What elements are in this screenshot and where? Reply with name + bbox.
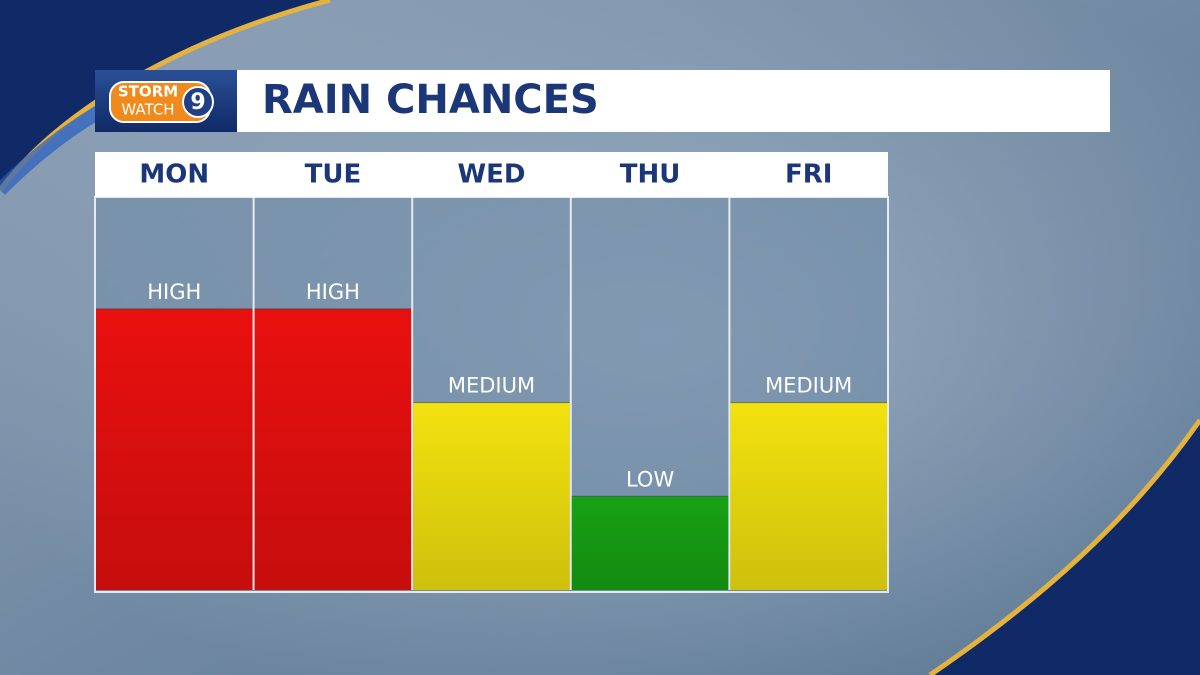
day-header: [95, 152, 888, 197]
swoosh-bottom: [930, 420, 1200, 675]
chart-title: RAIN CHANCES: [262, 77, 599, 123]
day-label: TUE: [305, 160, 362, 190]
value-label: HIGH: [147, 280, 201, 304]
plot-border: [94, 196, 889, 593]
logo-circle: [182, 86, 214, 118]
bar-shade: [96, 308, 253, 590]
value-label: HIGH: [306, 280, 360, 304]
bar-shade: [571, 496, 729, 590]
title-bar: [95, 70, 1110, 132]
day-label: MON: [139, 160, 209, 190]
logo-top: STORM: [118, 83, 178, 101]
value-label: MEDIUM: [448, 374, 535, 398]
bar-shade: [413, 402, 570, 590]
day-label: WED: [457, 160, 525, 190]
value-label: MEDIUM: [765, 374, 852, 398]
logo-number: 9: [190, 90, 205, 115]
bar-shade: [254, 308, 412, 590]
logo-bottom: WATCH: [121, 101, 174, 119]
bar-shade: [730, 402, 887, 590]
day-label: FRI: [785, 160, 832, 190]
swoosh: [0, 0, 330, 190]
day-label: THU: [620, 160, 681, 190]
value-label: LOW: [626, 467, 674, 491]
swoosh-bottom-line: [928, 418, 1200, 675]
